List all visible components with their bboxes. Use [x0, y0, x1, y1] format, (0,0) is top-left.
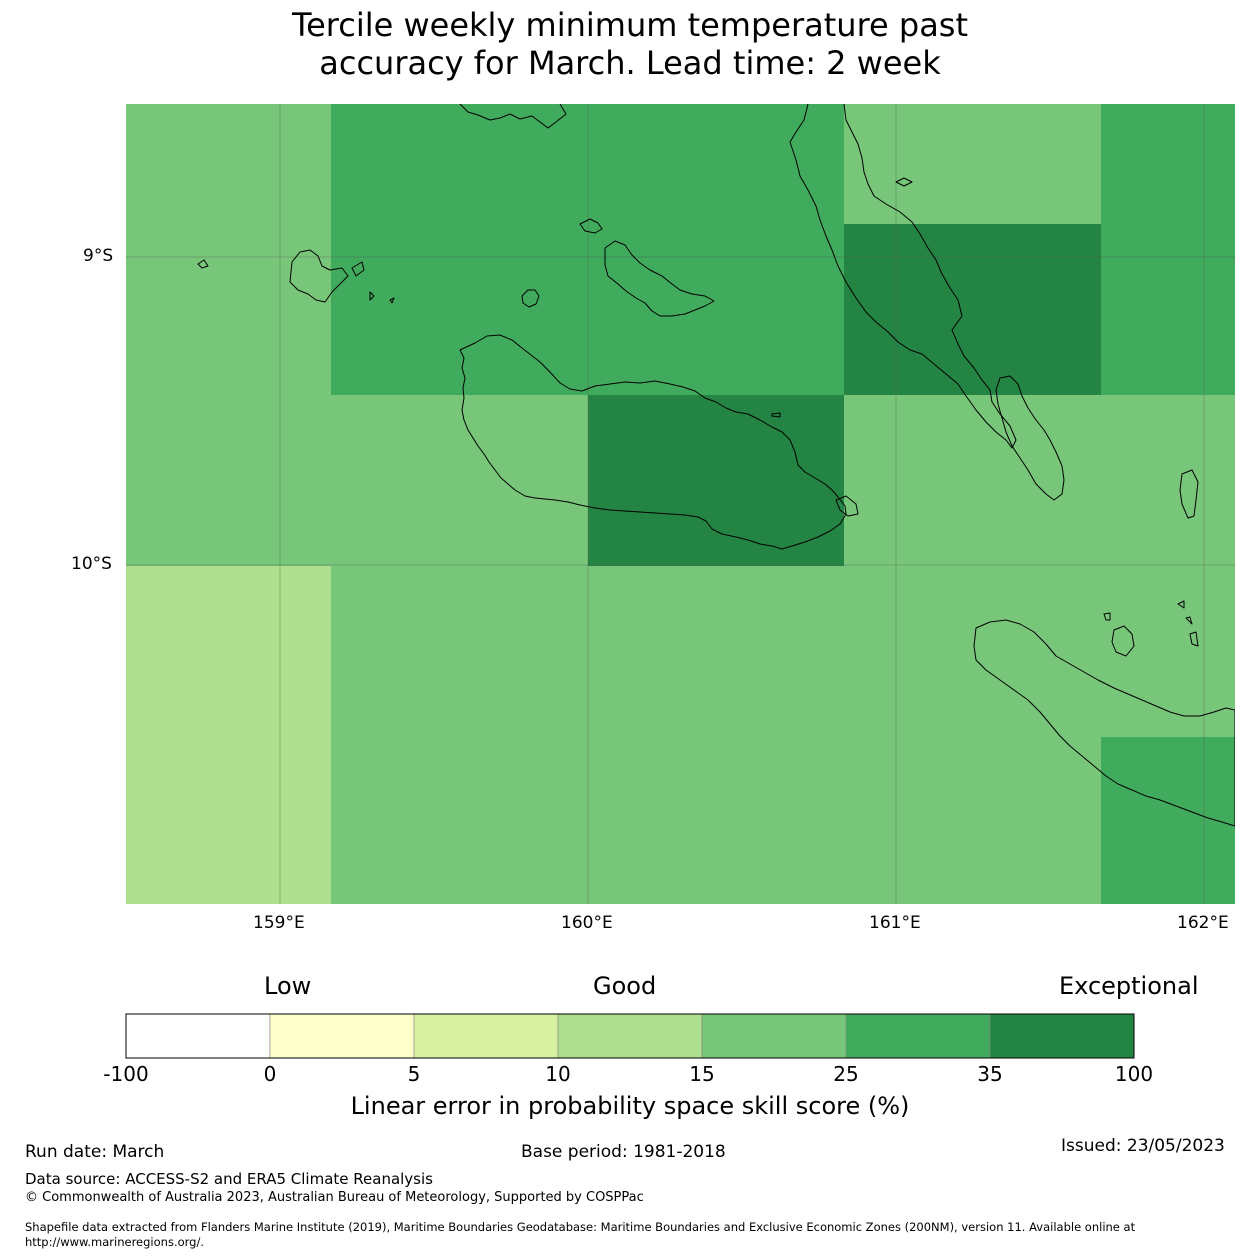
- russell-islands-coast: [289, 249, 349, 303]
- colorbar-tick: 35: [977, 1062, 1003, 1086]
- grid-cell: [1101, 104, 1235, 395]
- makira-islet-coast: [1103, 612, 1111, 621]
- issued-date: Issued: 23/05/2023: [1061, 1136, 1225, 1156]
- grid-cell: [331, 566, 1101, 904]
- russell-islet-coast: [369, 291, 375, 301]
- colorbar-category-good: Good: [593, 972, 657, 1000]
- santa-isabel-islet-coast: [895, 177, 913, 187]
- santa-isabel-coast: [789, 104, 1017, 449]
- base-period: Base period: 1981-2018: [521, 1142, 726, 1162]
- colorbar-swatch: [269, 1013, 415, 1059]
- malaita-coast: [995, 375, 1065, 501]
- colorbar-label: Linear error in probability space skill …: [350, 1092, 910, 1120]
- colorbar-swatch: [413, 1013, 559, 1059]
- run-date: Run date: March: [25, 1142, 165, 1162]
- colorbar-swatch: [125, 1013, 271, 1059]
- lon-label-162e: 162°E: [1177, 913, 1229, 933]
- grid-cell: [844, 395, 1235, 566]
- colorbar: [125, 1013, 1135, 1059]
- colorbar-frame: [125, 1013, 1135, 1059]
- ugi-coast: [1111, 625, 1135, 657]
- colorbar-category-exceptional: Exceptional: [1059, 972, 1199, 1000]
- florida-islands-coast: [604, 240, 715, 317]
- tulagi-islet-coast: [771, 412, 781, 418]
- ulawa-coast: [1179, 469, 1199, 519]
- colorbar-tick: 10: [545, 1062, 571, 1086]
- grid-cell: [844, 224, 1101, 395]
- data-source: Data source: ACCESS-S2 and ERA5 Climate …: [25, 1170, 433, 1188]
- lat-label-9s: 9°S: [83, 246, 114, 266]
- colorbar-tick: -100: [103, 1062, 149, 1086]
- nggela-islet-coast: [835, 495, 859, 517]
- copyright: © Commonwealth of Australia 2023, Austra…: [25, 1190, 644, 1205]
- grid-cell: [126, 566, 331, 904]
- makira-islet-coast: [1185, 616, 1193, 625]
- graticule: [126, 104, 1235, 904]
- lat-label-10s: 10°S: [71, 554, 112, 574]
- grid-cell: [1101, 566, 1235, 737]
- colorbar-tick: 25: [833, 1062, 859, 1086]
- makira-islet-coast: [1177, 600, 1185, 609]
- grid-cell: [331, 104, 844, 395]
- lon-label-159e: 159°E: [253, 913, 305, 933]
- colorbar-swatch: [845, 1013, 991, 1059]
- lon-label-161e: 161°E: [869, 913, 921, 933]
- savo-island-coast: [521, 289, 540, 308]
- guadalcanal-coast: [459, 334, 847, 550]
- grid-cell: [126, 104, 331, 566]
- russell-islet-coast: [351, 261, 365, 277]
- lon-label-160e: 160°E: [561, 913, 613, 933]
- grid-cell: [331, 395, 588, 566]
- colorbar-swatch: [701, 1013, 847, 1059]
- map-title-line1: Tercile weekly minimum temperature past: [291, 6, 969, 44]
- makira-coast: [973, 619, 1235, 827]
- russell-islet-coast: [197, 259, 209, 269]
- colorbar-tick: 15: [689, 1062, 715, 1086]
- grid-cell: [588, 395, 844, 566]
- colorbar-tick: 5: [407, 1062, 421, 1086]
- colorbar-category-low: Low: [264, 972, 312, 1000]
- map-title-line2: accuracy for March. Lead time: 2 week: [319, 44, 941, 82]
- tulagi-islet-coast: [579, 218, 603, 234]
- colorbar-swatch: [989, 1013, 1135, 1059]
- colorbar-swatch: [557, 1013, 703, 1059]
- russell-islet-coast: [389, 297, 395, 304]
- coastlines: [197, 104, 1235, 827]
- colorbar-tick: 100: [1114, 1062, 1154, 1086]
- shapefile-credit-line1: Shapefile data extracted from Flanders M…: [25, 1220, 1136, 1234]
- colorbar-tick: 0: [263, 1062, 277, 1086]
- map-title: Tercile weekly minimum temperature past …: [0, 6, 1260, 82]
- grid-cell: [1101, 737, 1235, 904]
- shapefile-credit-line2: http://www.marineregions.org/.: [25, 1235, 204, 1249]
- grid-cell: [844, 104, 1101, 224]
- makira-islet-coast: [1189, 631, 1199, 647]
- new-georgia-coast: [459, 104, 567, 129]
